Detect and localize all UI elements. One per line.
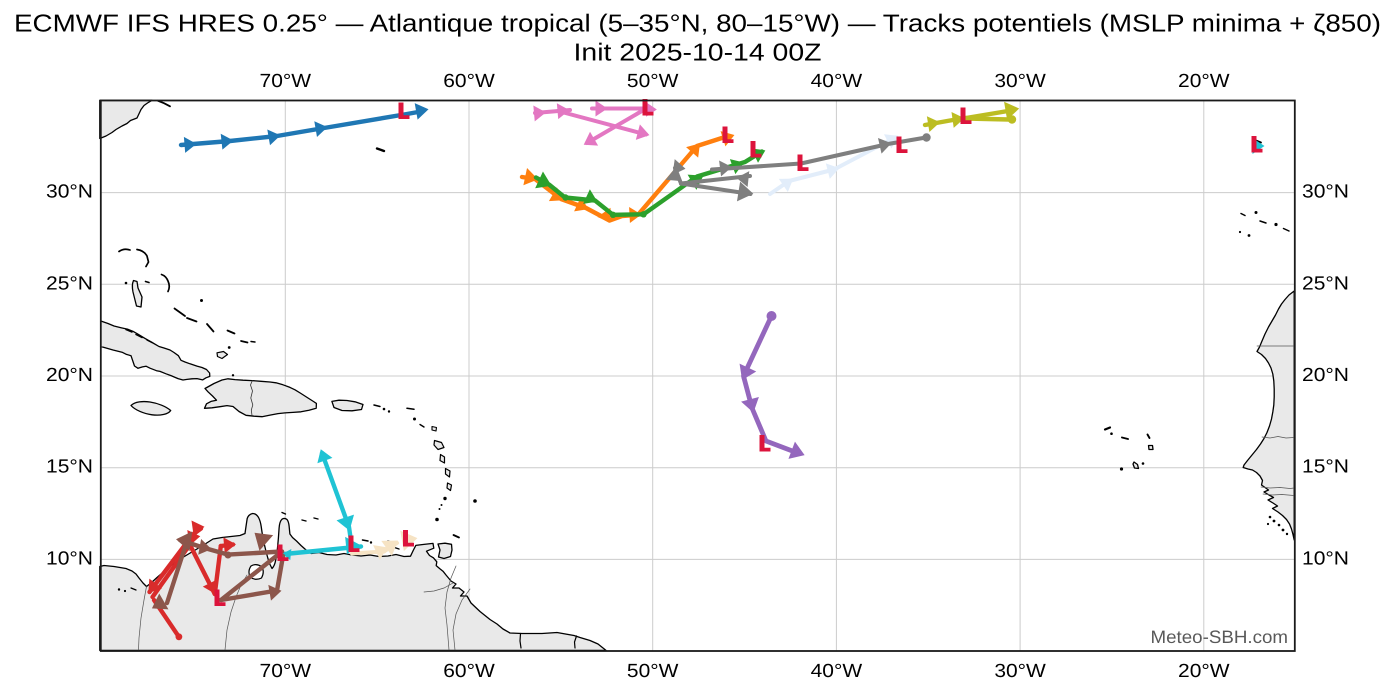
- svg-text:30°N: 30°N: [1302, 182, 1349, 203]
- svg-text:ECMWF IFS HRES 0.25° — Atlanti: ECMWF IFS HRES 0.25° — Atlantique tropic…: [14, 11, 1381, 38]
- svg-text:10°N: 10°N: [1302, 548, 1349, 569]
- svg-text:70°W: 70°W: [260, 661, 312, 682]
- svg-text:30°W: 30°W: [994, 71, 1046, 92]
- svg-text:20°W: 20°W: [1178, 661, 1230, 682]
- svg-text:15°N: 15°N: [1302, 457, 1349, 478]
- svg-text:40°W: 40°W: [811, 71, 863, 92]
- svg-text:Init 2025-10-14 00Z: Init 2025-10-14 00Z: [574, 40, 822, 67]
- svg-text:20°N: 20°N: [46, 365, 93, 386]
- svg-text:40°W: 40°W: [811, 661, 863, 682]
- svg-text:25°N: 25°N: [1302, 273, 1349, 294]
- svg-text:25°N: 25°N: [46, 273, 93, 294]
- svg-text:50°W: 50°W: [627, 71, 679, 92]
- svg-text:50°W: 50°W: [627, 661, 679, 682]
- svg-text:30°N: 30°N: [46, 182, 93, 203]
- svg-text:20°W: 20°W: [1178, 71, 1230, 92]
- svg-text:Meteo-SBH.com: Meteo-SBH.com: [1151, 627, 1289, 647]
- svg-text:15°N: 15°N: [46, 457, 93, 478]
- svg-text:60°W: 60°W: [443, 71, 495, 92]
- svg-text:70°W: 70°W: [260, 71, 312, 92]
- svg-text:20°N: 20°N: [1302, 365, 1349, 386]
- svg-text:10°N: 10°N: [46, 548, 93, 569]
- svg-text:60°W: 60°W: [443, 661, 495, 682]
- svg-text:30°W: 30°W: [994, 661, 1046, 682]
